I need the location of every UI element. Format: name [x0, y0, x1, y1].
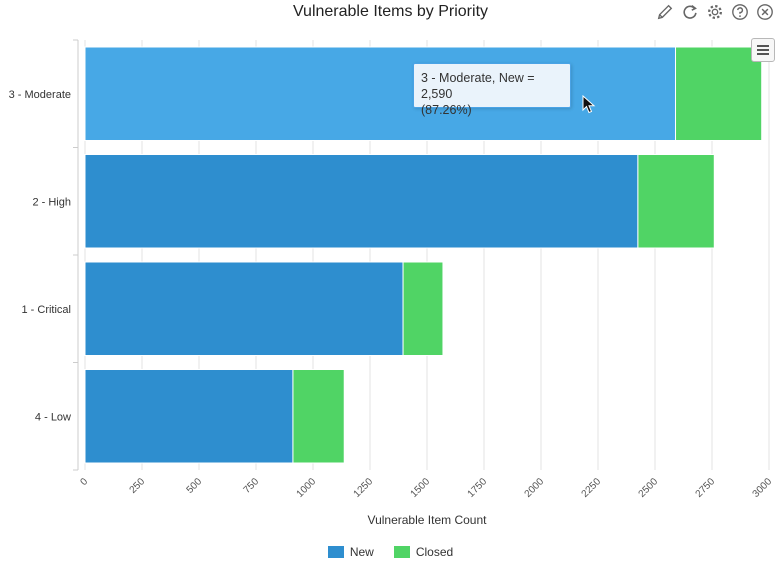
bar-new-2[interactable]	[84, 154, 639, 249]
x-axis-title: Vulnerable Item Count	[368, 513, 488, 527]
legend-label-closed: Closed	[415, 545, 454, 559]
chart-title: Vulnerable Items by Priority	[292, 3, 489, 20]
pencil-icon[interactable]	[655, 2, 675, 22]
category-label-3: 1 - Critical	[21, 304, 71, 316]
x-tick-label-1750: 1750	[466, 476, 490, 500]
bar-new-3[interactable]	[84, 261, 404, 356]
bar-new-4[interactable]	[84, 369, 294, 464]
legend-swatch-new	[327, 546, 344, 558]
mouse-cursor-icon	[582, 95, 596, 114]
close-icon[interactable]	[755, 2, 775, 22]
help-icon[interactable]	[730, 2, 750, 22]
category-label-1: 3 - Moderate	[9, 89, 71, 101]
refresh-icon[interactable]	[680, 2, 700, 22]
x-tick-label-500: 500	[185, 476, 205, 496]
x-tick-label-250: 250	[128, 476, 148, 496]
bar-closed-4[interactable]	[292, 369, 345, 464]
legend-label-new: New	[349, 545, 374, 559]
category-label-4: 4 - Low	[35, 411, 71, 423]
x-tick-label-2750: 2750	[694, 476, 718, 500]
x-tick-label-750: 750	[242, 476, 262, 496]
x-tick-label-0: 0	[78, 476, 90, 488]
chart-toolbar	[655, 2, 775, 22]
chart-menu-button[interactable]	[751, 38, 775, 62]
bar-closed-3[interactable]	[402, 261, 444, 356]
legend-item-new[interactable]: New	[327, 545, 374, 559]
x-tick-label-2250: 2250	[580, 476, 604, 500]
x-tick-label-1500: 1500	[409, 476, 433, 500]
bar-new-1[interactable]	[84, 46, 677, 141]
bar-closed-2[interactable]	[637, 154, 715, 249]
category-label-2: 2 - High	[32, 196, 71, 208]
x-tick-label-1250: 1250	[352, 476, 376, 500]
x-tick-label-2000: 2000	[523, 476, 547, 500]
legend-swatch-closed	[393, 546, 410, 558]
x-tick-label-1000: 1000	[295, 476, 319, 500]
x-tick-label-3000: 3000	[751, 476, 775, 500]
data-tooltip: 3 - Moderate, New = 2,590 (87.26%)	[413, 63, 571, 117]
tooltip-line-1: 3 - Moderate, New = 2,590	[421, 71, 535, 101]
gear-icon[interactable]	[705, 2, 725, 22]
tooltip-line-2: (87.26%)	[421, 103, 472, 117]
x-tick-label-2500: 2500	[637, 476, 661, 500]
legend-item-closed[interactable]: Closed	[393, 545, 454, 559]
chart-legend: New Closed	[0, 545, 781, 559]
bar-closed-1[interactable]	[675, 46, 763, 141]
